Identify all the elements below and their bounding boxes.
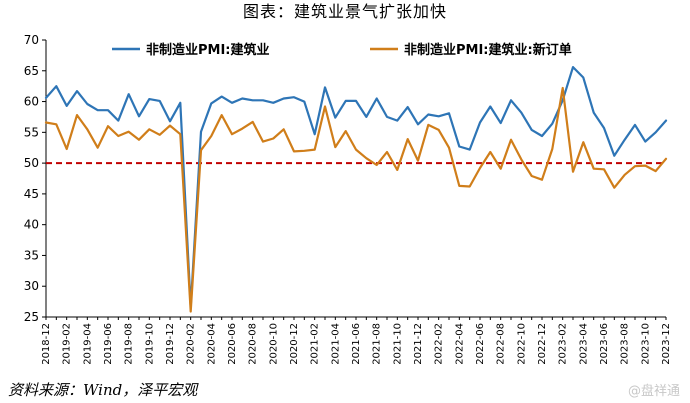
legend-label-1: 非制造业PMI:建筑业 (146, 42, 270, 58)
watermark: @盘祥通 (627, 384, 680, 399)
series-lines (44, 65, 668, 313)
x-tick-label: 2020-02 (186, 323, 197, 365)
y-tick-label: 55 (24, 125, 39, 139)
legend-label-2: 非制造业PMI:建筑业:新订单 (404, 42, 572, 58)
x-tick-label: 2021-02 (310, 323, 321, 365)
x-tick-label: 2022-10 (516, 323, 527, 365)
x-tick-label: 2023-08 (620, 323, 631, 365)
x-tick-label: 2021-06 (351, 323, 362, 365)
x-tick-label: 2023-02 (558, 323, 569, 365)
x-axis: 2018-12 2019-02 2019-04 2019-06 2019-08 2019-… (41, 316, 672, 365)
series-line-2 (44, 86, 668, 313)
line-chart: 25 30 35 40 45 50 55 60 65 70 2018-12 2019-02 2019-… (24, 33, 672, 365)
x-tick-label: 2020-06 (227, 323, 238, 365)
x-tick-label: 2019-08 (124, 323, 135, 365)
y-tick-label: 30 (24, 279, 39, 293)
y-axis: 25 30 35 40 45 50 55 60 65 70 (24, 33, 47, 324)
y-tick-label: 25 (24, 310, 39, 324)
x-tick-label: 2021-10 (392, 323, 403, 365)
x-tick-label: 2020-10 (268, 323, 279, 365)
x-tick-label: 2020-04 (206, 323, 217, 365)
x-tick-label: 2019-12 (165, 323, 176, 365)
x-tick-label: 2022-02 (434, 323, 445, 365)
y-tick-label: 50 (24, 156, 39, 170)
x-tick-label: 2022-06 (475, 323, 486, 365)
source-note: 资料来源：Wind，泽平宏观 (8, 381, 198, 399)
x-tick-label: 2023-06 (599, 323, 610, 365)
x-tick-label: 2018-12 (41, 323, 52, 365)
series-line-1 (44, 65, 668, 309)
y-tick-label: 70 (24, 33, 39, 47)
x-tick-label: 2023-12 (661, 323, 672, 365)
y-tick-label: 40 (24, 218, 39, 232)
chart-title: 图表：建筑业景气扩张加快 (242, 2, 447, 21)
y-tick-label: 35 (24, 248, 39, 262)
y-tick-label: 45 (24, 187, 39, 201)
x-tick-label: 2019-02 (62, 323, 73, 365)
x-tick-label: 2019-06 (103, 323, 114, 365)
x-tick-label: 2021-12 (413, 323, 424, 365)
x-tick-label: 2022-08 (496, 323, 507, 365)
x-tick-label: 2020-08 (248, 323, 259, 365)
x-tick-label: 2023-10 (640, 323, 651, 365)
x-tick-label: 2021-08 (372, 323, 383, 365)
x-tick-label: 2022-12 (537, 323, 548, 365)
y-tick-label: 60 (24, 95, 39, 109)
y-tick-label: 65 (24, 64, 39, 78)
x-tick-label: 2023-04 (578, 323, 589, 365)
x-tick-label: 2021-04 (330, 323, 341, 365)
x-tick-label: 2022-04 (454, 323, 465, 365)
x-tick-label: 2019-04 (82, 323, 93, 365)
x-tick-label: 2020-12 (289, 323, 300, 365)
legend: 非制造业PMI:建筑业 非制造业PMI:建筑业:新订单 (112, 42, 572, 58)
x-tick-label: 2019-10 (144, 323, 155, 365)
